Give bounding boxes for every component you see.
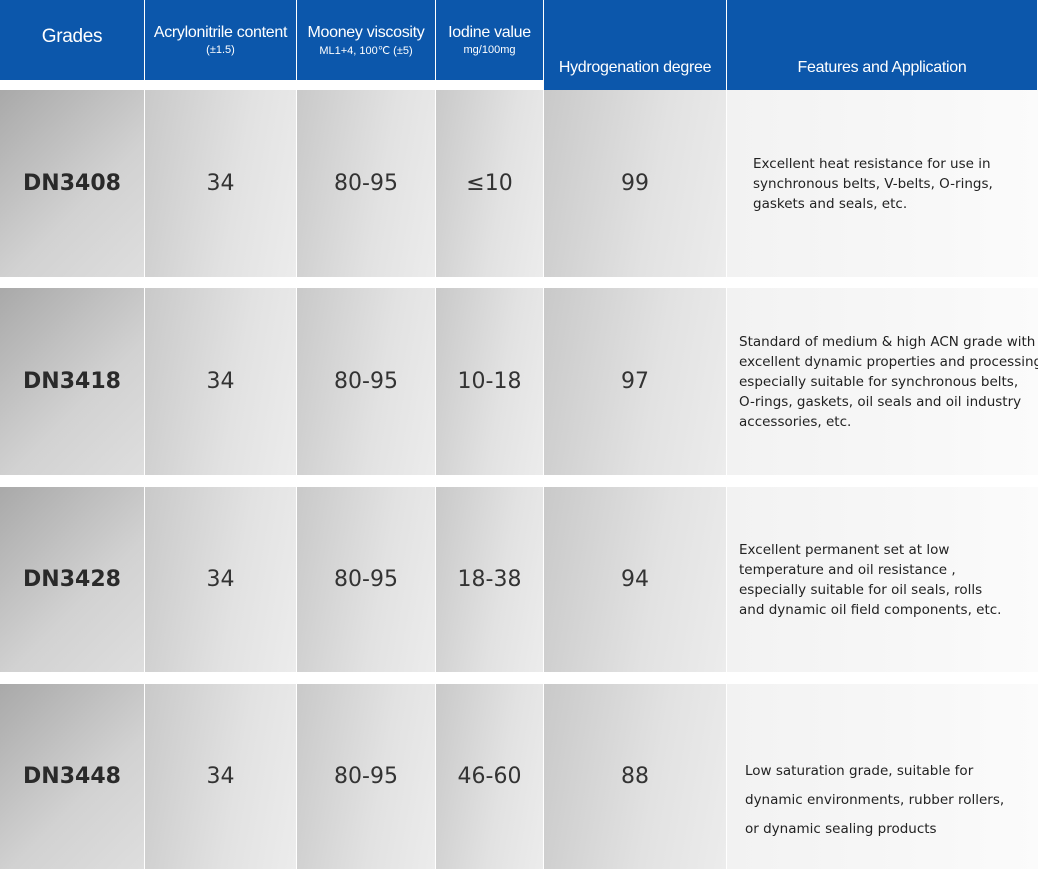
header-title: Features and Application	[797, 59, 967, 76]
feature-line: gaskets and seals, etc.	[753, 195, 908, 212]
grade-cell: DN3408	[0, 90, 144, 277]
feature-line: especially suitable for synchronous belt…	[739, 373, 1019, 390]
features-cell: Excellent heat resistance for use in sync…	[727, 90, 1038, 277]
value-cell: 18-38	[436, 487, 543, 672]
features-cell: Standard of medium & high ACN grade with…	[727, 288, 1038, 475]
feature-line: especially suitable for oil seals, rolls	[739, 581, 983, 598]
feature-line: accessories, etc.	[739, 413, 852, 430]
feature-line: Low saturation grade, suitable for	[745, 763, 974, 779]
header-subtitle: ML1+4, 100℃ (±5)	[319, 44, 413, 57]
feature-line: excellent dynamic properties and process…	[739, 353, 1038, 370]
header-title: Grades	[41, 26, 103, 47]
feature-line: and dynamic oil field components, etc.	[739, 601, 1002, 618]
feature-line: temperature and oil resistance ,	[739, 561, 956, 578]
header-title: Mooney viscosity	[307, 23, 425, 41]
feature-line: synchronous belts, V-belts, O-rings,	[753, 175, 993, 192]
header-title: Acrylonitrile content	[153, 24, 288, 41]
value-cell: ≤10	[436, 90, 543, 277]
value-cell: 80-95	[297, 90, 435, 277]
header-title: Iodine value	[448, 24, 531, 41]
value-cell: 88	[544, 684, 726, 869]
header-subtitle: (±1.5)	[206, 44, 235, 56]
value-cell: 80-95	[297, 288, 435, 475]
value-cell: 34	[145, 288, 296, 475]
value-cell: 34	[145, 90, 296, 277]
header-title: Hydrogenation degree	[558, 59, 712, 76]
column-header: Iodine value mg/100mg	[436, 0, 543, 80]
column-header: Grades	[0, 0, 144, 80]
feature-line: or dynamic sealing products	[745, 821, 937, 837]
header-subtitle: mg/100mg	[463, 44, 516, 56]
feature-line: O-rings, gaskets, oil seals and oil indu…	[739, 393, 1022, 410]
feature-line: Excellent permanent set at low	[739, 541, 950, 558]
value-cell: 46-60	[436, 684, 543, 869]
value-cell: 99	[544, 90, 726, 277]
grade-cell: DN3428	[0, 487, 144, 672]
feature-line: dynamic environments, rubber rollers,	[745, 792, 1005, 808]
column-header: Mooney viscosity ML1+4, 100℃ (±5)	[297, 0, 435, 80]
features-cell: Low saturation grade, suitable for dynami…	[727, 684, 1038, 869]
value-cell: 94	[544, 487, 726, 672]
value-cell: 80-95	[297, 684, 435, 869]
feature-line: Standard of medium & high ACN grade with	[739, 333, 1036, 350]
value-cell: 97	[544, 288, 726, 475]
feature-line: Excellent heat resistance for use in	[753, 155, 991, 172]
value-cell: 34	[145, 684, 296, 869]
features-cell: Excellent permanent set at low temperatur…	[727, 487, 1038, 672]
value-cell: 10-18	[436, 288, 543, 475]
column-header: Acrylonitrile content (±1.5)	[145, 0, 296, 80]
grade-cell: DN3418	[0, 288, 144, 475]
value-cell: 80-95	[297, 487, 435, 672]
value-cell: 34	[145, 487, 296, 672]
grade-cell: DN3448	[0, 684, 144, 869]
